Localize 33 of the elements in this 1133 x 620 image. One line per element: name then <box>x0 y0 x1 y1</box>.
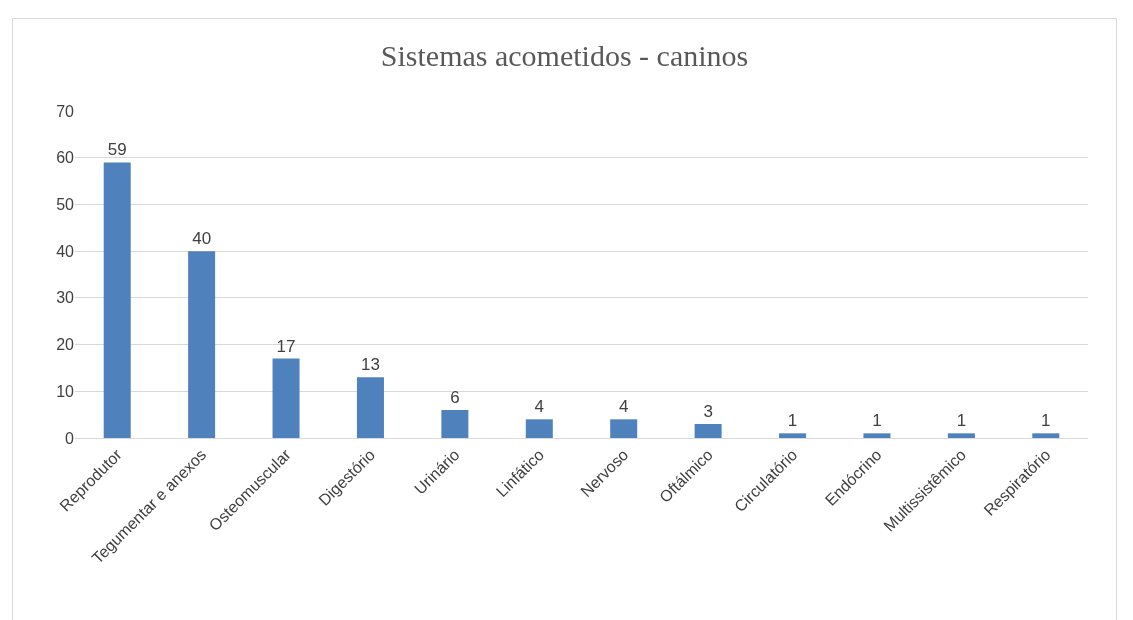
bar <box>947 433 975 438</box>
bar <box>103 162 131 438</box>
bar <box>610 419 638 438</box>
data-label: 1 <box>1041 411 1051 431</box>
y-tick-label: 20 <box>56 336 75 354</box>
data-label: 1 <box>872 411 882 431</box>
bar <box>694 423 722 438</box>
bar <box>1032 433 1060 438</box>
bar <box>356 377 384 438</box>
data-label: 6 <box>450 387 460 407</box>
bar <box>863 433 891 438</box>
data-label: 17 <box>276 336 296 356</box>
data-label: 40 <box>192 229 212 249</box>
bar <box>188 251 216 438</box>
data-label: 1 <box>956 411 967 431</box>
data-label: 4 <box>618 397 629 417</box>
y-tick-label: 0 <box>65 429 75 447</box>
y-tick-label: 30 <box>56 289 75 307</box>
data-label: 3 <box>703 401 713 421</box>
data-label: 59 <box>107 140 127 160</box>
y-tick-label: 10 <box>56 382 75 400</box>
y-tick-label: 60 <box>56 149 75 167</box>
y-tick-label: 50 <box>56 196 75 214</box>
data-label: 13 <box>360 355 380 375</box>
y-tick-label: 40 <box>56 242 75 260</box>
data-label: 1 <box>787 411 798 431</box>
bar <box>441 409 469 438</box>
bar <box>272 358 300 438</box>
y-tick-label: 70 <box>56 102 75 120</box>
data-label: 4 <box>534 397 545 417</box>
chart-title: Sistemas acometidos - caninos <box>380 38 749 72</box>
bar <box>779 433 807 438</box>
bar <box>525 419 553 438</box>
